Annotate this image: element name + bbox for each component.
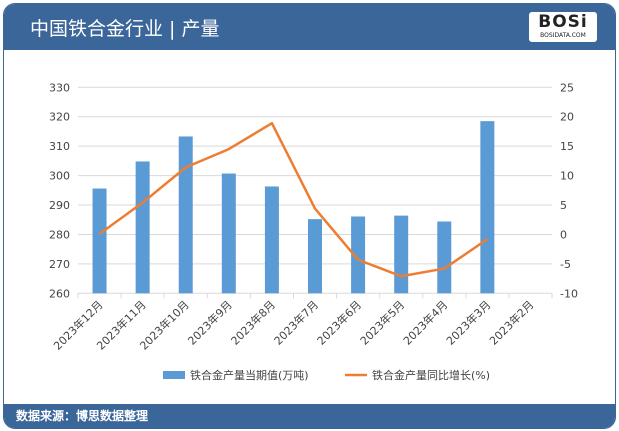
x-tick-label: 2023年6月 [314, 298, 364, 348]
bar [92, 188, 107, 294]
bar [264, 186, 279, 294]
legend-bar-swatch [163, 371, 185, 379]
y-right-tick: 10 [560, 170, 574, 183]
x-tick-label: 2023年4月 [400, 298, 450, 348]
page-title: 中国铁合金行业 | 产量 [30, 18, 220, 40]
y-right-tick: -10 [560, 287, 578, 300]
y-right-tick: -5 [560, 258, 571, 271]
bar [394, 215, 409, 294]
y-right-tick: 20 [560, 111, 574, 124]
x-tick-label: 2023年8月 [228, 298, 278, 348]
y-right-tick: 15 [560, 140, 574, 153]
bar [308, 219, 322, 294]
header: 中国铁合金行业 | 产量 BOSi BOSIDATA.COM [4, 4, 615, 50]
bar [351, 216, 366, 294]
bar [178, 136, 193, 294]
y-left-tick: 260 [49, 287, 70, 300]
x-tick-label: 2023年7月 [271, 298, 321, 348]
y-left-tick: 310 [49, 140, 70, 153]
y-left-tick: 290 [49, 199, 70, 212]
line-series [98, 121, 489, 278]
x-tick-label: 2023年5月 [357, 298, 407, 348]
legend-line-label: 铁合金产量同比增长(%) [372, 368, 490, 382]
bar [437, 221, 452, 294]
x-tick-label: 2023年9月 [185, 298, 235, 348]
y-left-tick: 280 [49, 228, 70, 241]
bar [480, 121, 495, 294]
y-right-tick: 5 [560, 199, 567, 212]
y-right-tick: 25 [560, 81, 574, 94]
y-left-tick: 300 [49, 170, 70, 183]
y-left-tick: 270 [49, 258, 70, 271]
y-left-tick: 330 [49, 81, 70, 94]
x-tick-label: 2023年2月 [486, 298, 536, 348]
y-right-tick: 0 [560, 228, 567, 241]
bar [135, 161, 150, 294]
y-left-tick: 320 [49, 111, 70, 124]
bar [221, 173, 236, 294]
source-note: 数据来源：博思数据整理 [4, 404, 615, 428]
x-tick-label: 2023年3月 [443, 298, 493, 348]
legend-bar-label: 铁合金产量当期值(万吨) [190, 368, 309, 382]
bosi-logo: BOSi BOSIDATA.COM [529, 12, 597, 42]
